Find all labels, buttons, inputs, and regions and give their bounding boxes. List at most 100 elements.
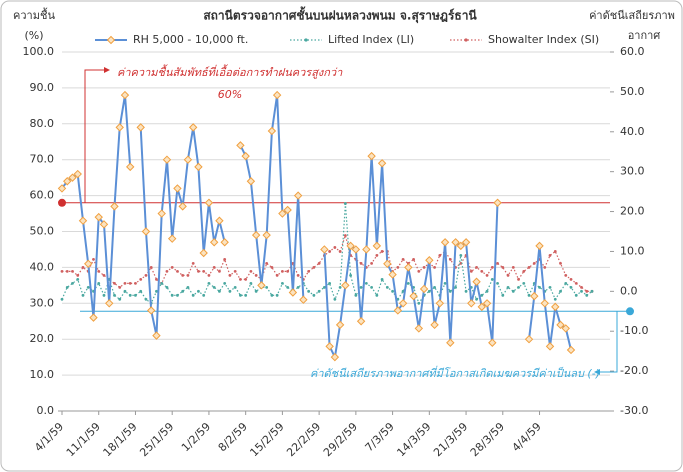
data-point [461,238,471,247]
data-point [202,269,206,273]
data-point [160,281,164,285]
data-point [228,273,232,277]
data-point [286,285,290,289]
data-point [590,289,594,293]
data-point [265,285,269,289]
data-point [299,295,308,304]
data-point [467,299,476,308]
data-point [522,269,526,273]
data-point [144,273,148,277]
data-point [144,297,148,301]
data-point [102,273,106,277]
data-point [328,281,332,285]
data-point [60,269,64,273]
data-point [364,281,368,285]
data-point [448,258,452,261]
data-point [186,285,190,289]
data-point [532,262,536,265]
data-point [448,289,452,293]
data-point [393,306,403,315]
y2-tick-label: -10.0 [620,324,648,337]
data-point [517,277,520,281]
data-point [564,281,568,285]
data-point [136,123,145,132]
data-point [120,90,130,100]
data-point [244,293,248,297]
data-point [105,299,114,308]
data-point [241,151,250,161]
data-point [561,324,570,333]
data-point [475,266,478,269]
data-point [270,293,274,297]
legend-marker [464,38,468,42]
legend-marker [304,38,308,42]
data-point [338,250,342,253]
data-point [422,266,426,269]
data-point [480,269,484,273]
data-point [574,293,578,297]
data-point [239,277,242,281]
data-point [176,269,179,273]
data-point [564,273,568,277]
data-point [435,299,445,308]
series-line [62,233,592,292]
data-point [128,281,132,285]
data-point [459,254,463,257]
data-point [485,289,489,293]
data-point [527,293,531,297]
data-point [212,266,216,269]
reference-dot [626,307,634,316]
data-point [167,234,177,243]
data-point [147,306,156,315]
data-point [68,173,77,182]
data-point [215,216,224,225]
data-point [322,285,326,289]
data-point [569,277,573,281]
data-point [81,266,85,269]
data-point [490,266,494,269]
data-point [209,238,219,247]
data-point [165,285,169,289]
data-point [73,169,82,179]
arrow-head [594,369,600,375]
data-point [149,266,153,269]
data-point [307,269,311,273]
y2-axis-label: อากาศ [628,29,661,42]
data-point [427,289,431,293]
annotation-arrow [600,311,618,373]
data-point [370,262,374,265]
annotation: ค่าความชื้นสัมพัทธ์ที่เอื้อต่อการทำฝนควร… [117,64,343,79]
data-point [545,342,555,351]
data-point [181,273,185,277]
data-point [275,273,279,277]
data-point [477,302,487,312]
data-point [370,285,374,289]
data-point [356,317,366,326]
data-point [328,250,332,253]
data-point [78,216,88,225]
data-point [139,277,143,281]
data-point [417,301,421,305]
data-point [170,266,174,269]
data-point [580,289,583,293]
data-point [501,293,505,297]
data-point [191,293,195,297]
data-point [251,230,261,240]
data-point [197,269,200,273]
data-point [585,289,589,293]
data-point [538,285,541,289]
data-point [501,266,505,269]
data-point [123,281,127,285]
data-point [425,256,434,265]
data-point [440,238,450,247]
data-point [543,266,547,269]
data-point [249,281,253,285]
data-point [165,269,169,273]
data-point [341,281,350,290]
data-point [57,184,67,193]
data-point [86,285,90,289]
data-point [212,285,216,289]
y-tick-label: 100.0 [23,45,55,58]
data-point [134,293,137,297]
data-point [286,269,290,273]
